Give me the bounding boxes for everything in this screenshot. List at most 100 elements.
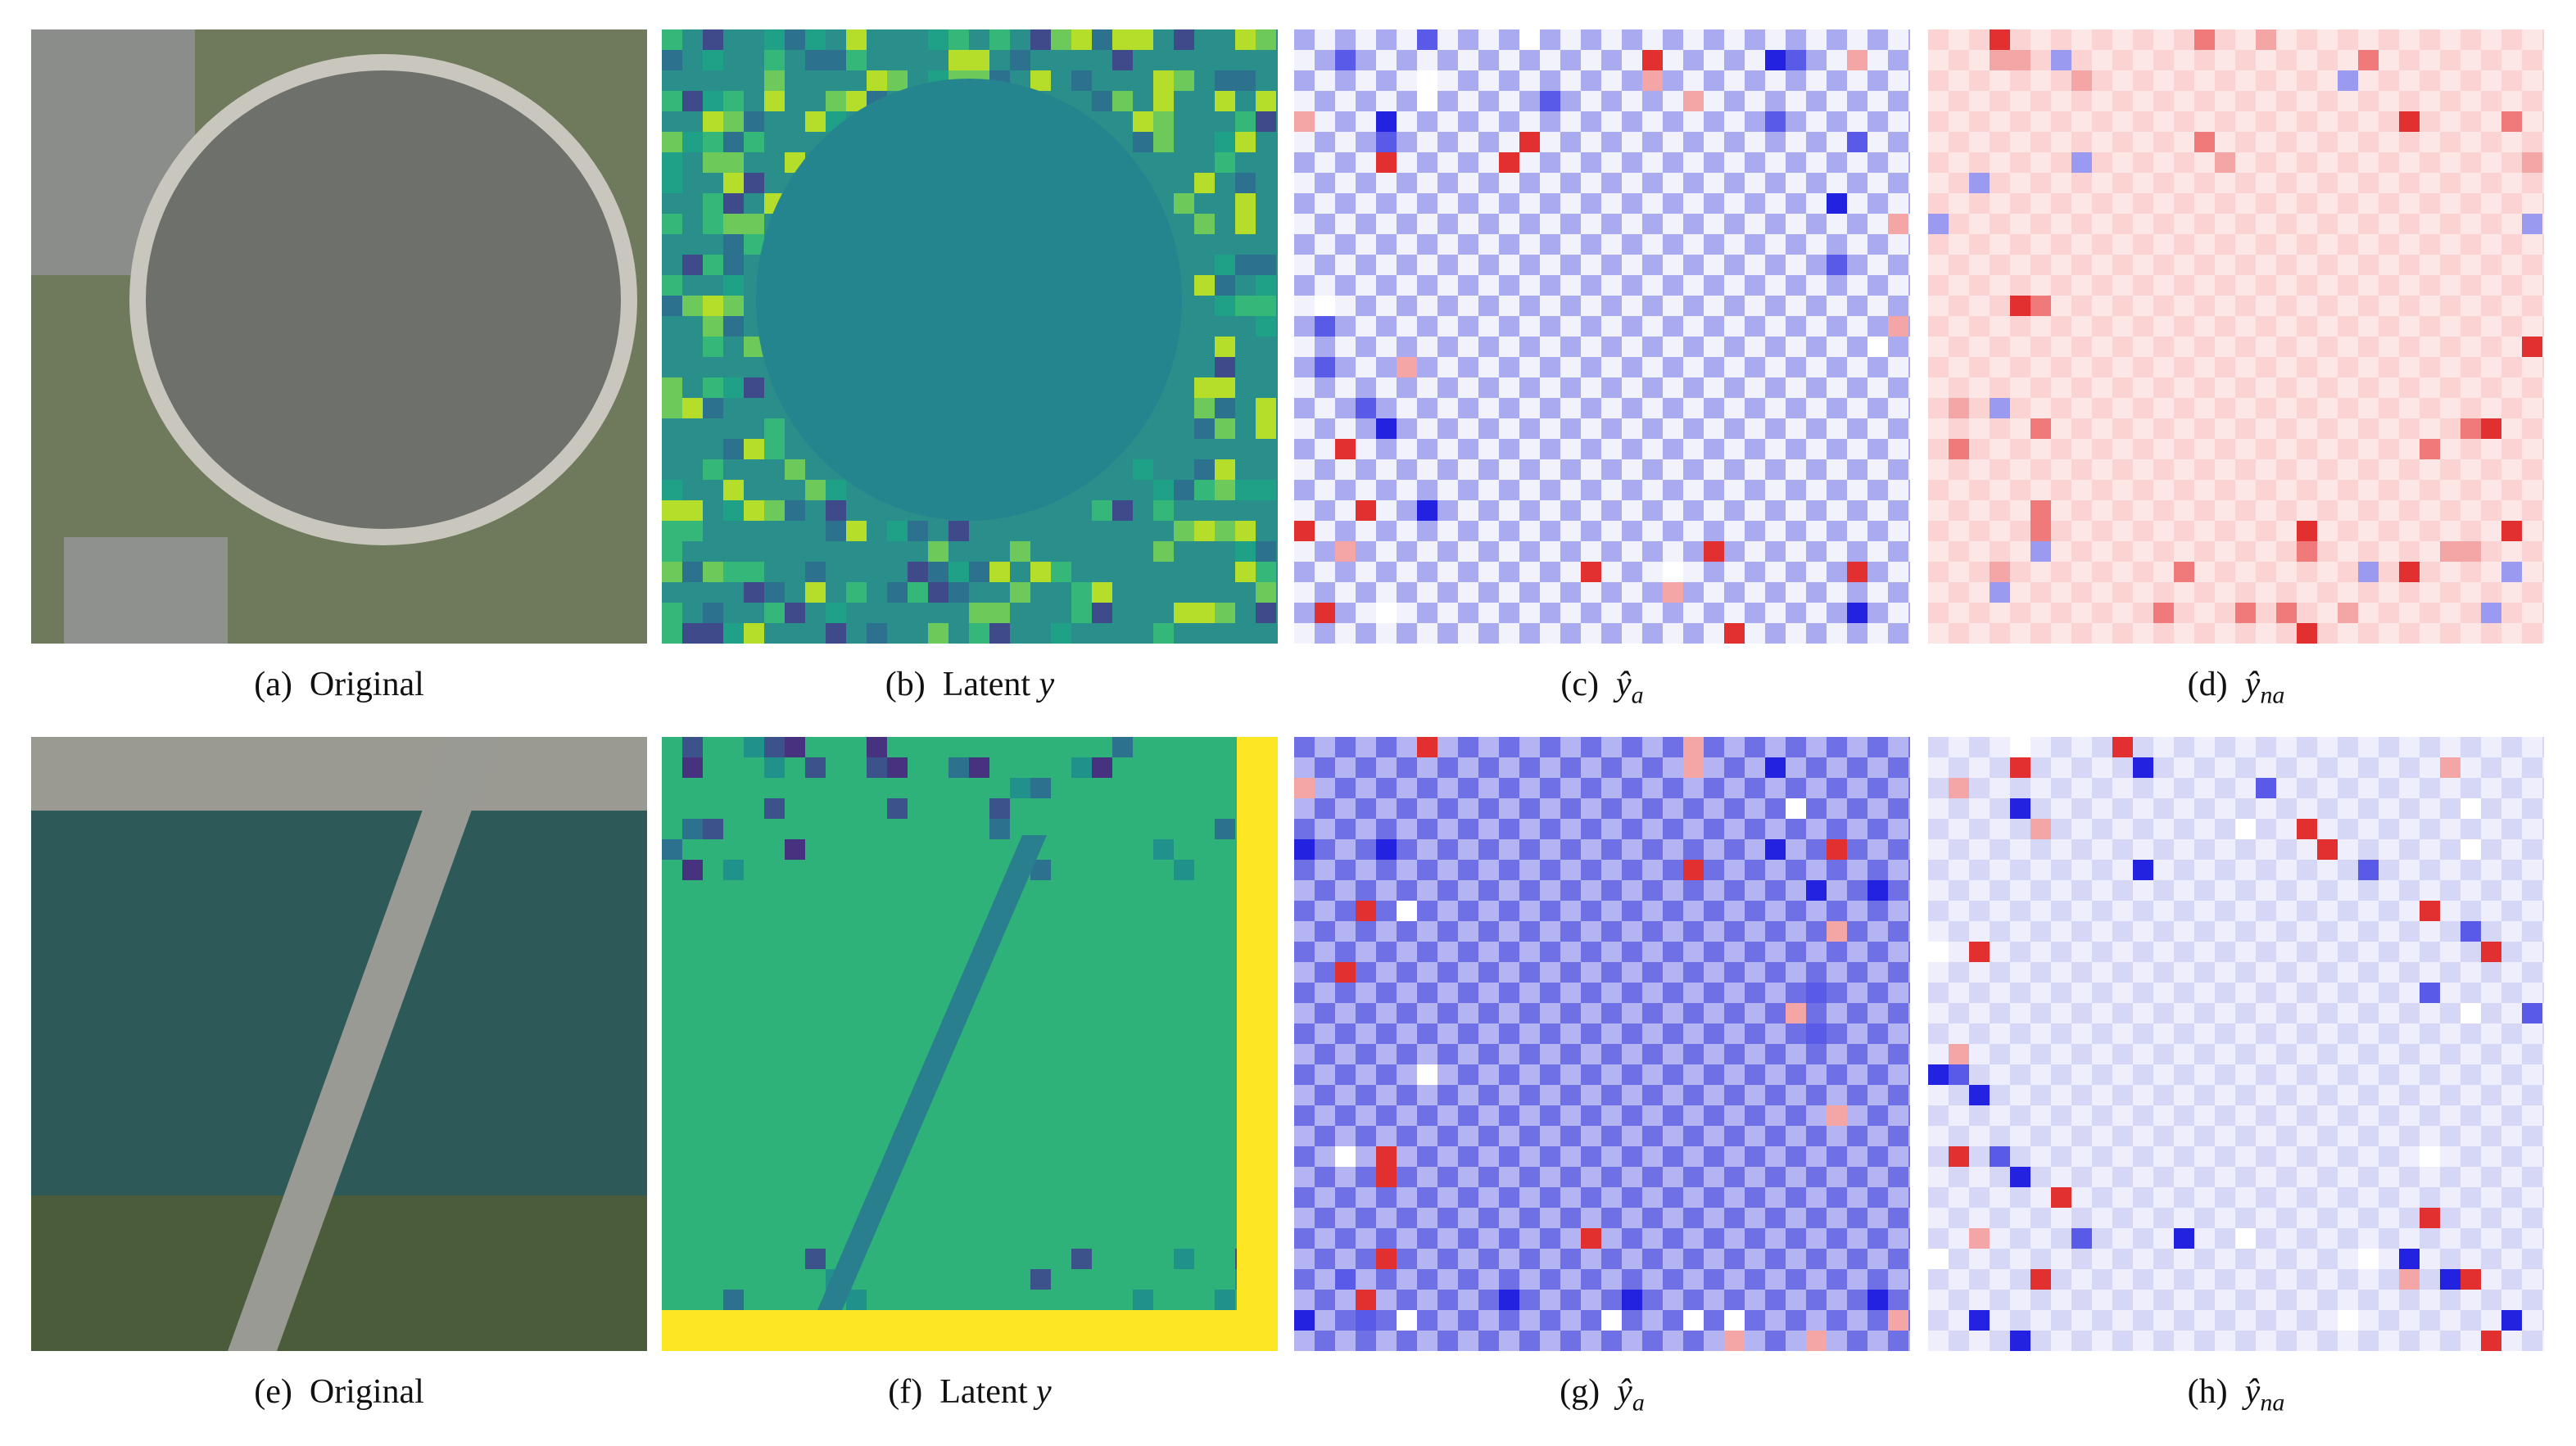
pixel	[1928, 214, 1949, 234]
pixel	[1376, 111, 1397, 132]
pixel	[2338, 603, 2358, 623]
pixel	[1030, 70, 1051, 91]
pixel	[662, 541, 682, 562]
pixel	[1827, 255, 1847, 275]
pixel	[723, 562, 744, 582]
pixel	[703, 562, 723, 582]
pixel	[2399, 111, 2420, 132]
pixel	[1417, 91, 1437, 111]
pixel	[744, 562, 764, 582]
image	[662, 29, 1278, 644]
pixel	[1335, 541, 1356, 562]
pixel	[1949, 398, 1969, 418]
pixel	[2010, 50, 2030, 70]
pixel	[1215, 296, 1235, 316]
pixel	[682, 757, 703, 778]
pixel	[2235, 819, 2256, 839]
pixel	[723, 623, 744, 644]
pixel	[1235, 521, 1256, 541]
pixel	[1256, 480, 1276, 500]
caption-math: ŷ	[2244, 666, 2261, 703]
pixel	[703, 152, 723, 173]
caption-label: (e)	[254, 1373, 292, 1411]
pixel	[2297, 541, 2317, 562]
pixel	[1376, 1167, 1397, 1187]
pixel	[1215, 459, 1235, 480]
pixel	[2215, 152, 2235, 173]
pixel	[2461, 1003, 2481, 1023]
caption-sub: a	[1632, 1389, 1645, 1417]
pixel	[703, 623, 723, 644]
pixel	[2399, 1249, 2420, 1269]
pixel	[1315, 357, 1335, 377]
caption-label: (a)	[254, 666, 292, 703]
pixel	[846, 29, 867, 50]
pixel	[764, 798, 785, 819]
pixel	[887, 70, 908, 91]
pixel	[1030, 778, 1051, 798]
pixel	[2071, 70, 2092, 91]
caption-label: (h)	[2187, 1373, 2228, 1411]
pixel	[2501, 1310, 2522, 1331]
pixel	[1051, 623, 1071, 644]
pixel	[1642, 50, 1663, 70]
pixel	[1928, 1249, 1949, 1269]
pixel	[989, 603, 1010, 623]
pixel	[826, 500, 846, 521]
pixel	[703, 603, 723, 623]
pixel	[867, 757, 887, 778]
pixel	[1256, 296, 1276, 316]
image	[1928, 737, 2544, 1351]
pixel	[2133, 860, 2153, 880]
pixel	[1194, 459, 1215, 480]
border	[662, 1310, 1278, 1351]
pixel	[908, 562, 928, 582]
pixel	[1256, 316, 1276, 337]
pixel	[1174, 480, 1194, 500]
pixel	[785, 603, 805, 623]
trees	[31, 1195, 647, 1351]
pixel	[1112, 737, 1133, 757]
image	[31, 737, 647, 1351]
pixel	[1194, 418, 1215, 439]
pixel	[1256, 111, 1276, 132]
pixel	[846, 582, 867, 603]
caption-label: (c)	[1560, 666, 1599, 703]
pixel	[1888, 316, 1908, 337]
pixel	[2461, 839, 2481, 860]
image	[662, 737, 1278, 1351]
pixel	[1397, 1310, 1417, 1331]
pixel	[1294, 839, 1315, 860]
pixel	[703, 337, 723, 357]
pixel	[1174, 521, 1194, 541]
pixel	[1256, 562, 1276, 582]
pixel	[2010, 757, 2030, 778]
pixel	[989, 562, 1010, 582]
pixel	[2030, 296, 2051, 316]
pixel	[1847, 562, 1867, 582]
pixel	[1990, 1146, 2010, 1167]
pixel	[1112, 500, 1133, 521]
pixel	[2461, 921, 2481, 942]
pixel	[1335, 439, 1356, 459]
pixel	[2461, 798, 2481, 819]
pixel	[1153, 111, 1174, 132]
pixel	[1397, 357, 1417, 377]
pixel	[744, 737, 764, 757]
pixel	[1194, 377, 1215, 398]
caption: (g) ŷa	[1294, 1372, 1910, 1417]
pixel	[2112, 737, 2133, 757]
pixel	[682, 737, 703, 757]
bridge	[228, 737, 498, 1351]
pixel	[723, 173, 744, 193]
image	[1928, 29, 2544, 644]
pixel	[1294, 1310, 1315, 1331]
pixel	[1256, 418, 1276, 439]
pixel	[805, 582, 826, 603]
pixel	[1622, 1290, 1642, 1310]
pixel	[1417, 29, 1437, 50]
pixel	[744, 214, 764, 234]
pixel	[1194, 275, 1215, 296]
pixel	[1581, 562, 1601, 582]
